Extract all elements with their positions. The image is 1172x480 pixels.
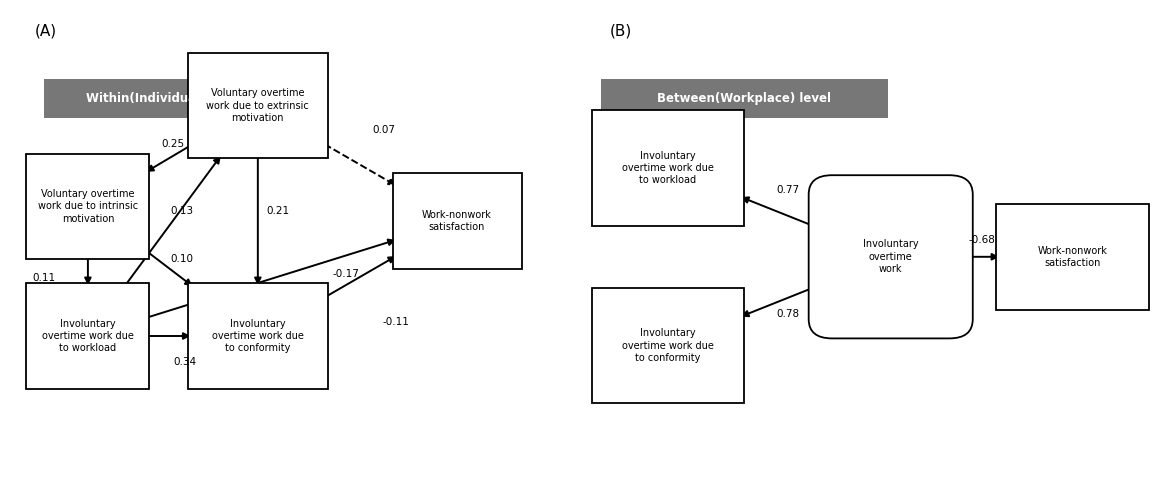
Text: Involuntary
overtime work due
to workload: Involuntary overtime work due to workloa… bbox=[42, 319, 134, 353]
Text: (B): (B) bbox=[609, 24, 632, 39]
FancyBboxPatch shape bbox=[45, 79, 285, 118]
FancyBboxPatch shape bbox=[393, 173, 522, 269]
FancyBboxPatch shape bbox=[809, 175, 973, 338]
FancyBboxPatch shape bbox=[27, 283, 149, 389]
FancyBboxPatch shape bbox=[592, 110, 744, 226]
Text: Within(Individual) level: Within(Individual) level bbox=[87, 92, 241, 105]
Text: 0.77: 0.77 bbox=[777, 185, 799, 194]
Text: 0.13: 0.13 bbox=[170, 206, 193, 216]
Text: Between(Workplace) level: Between(Workplace) level bbox=[657, 92, 831, 105]
Text: -0.11: -0.11 bbox=[382, 317, 409, 326]
FancyBboxPatch shape bbox=[996, 204, 1149, 310]
FancyBboxPatch shape bbox=[592, 288, 744, 403]
Text: Involuntary
overtime
work: Involuntary overtime work bbox=[863, 240, 919, 274]
Text: Involuntary
overtime work due
to workload: Involuntary overtime work due to workloa… bbox=[622, 151, 714, 185]
Text: -0.68: -0.68 bbox=[968, 235, 995, 245]
Text: Work-nonwork
satisfaction: Work-nonwork satisfaction bbox=[1037, 246, 1108, 268]
FancyBboxPatch shape bbox=[27, 154, 149, 259]
Text: 0.34: 0.34 bbox=[173, 358, 196, 367]
Text: 0.78: 0.78 bbox=[777, 310, 799, 319]
Text: 0.11: 0.11 bbox=[33, 274, 55, 283]
Text: 0.25: 0.25 bbox=[162, 139, 184, 149]
Text: 0.21: 0.21 bbox=[267, 206, 289, 216]
Text: Work-nonwork
satisfaction: Work-nonwork satisfaction bbox=[422, 210, 492, 232]
FancyBboxPatch shape bbox=[188, 53, 328, 158]
Text: 0.10: 0.10 bbox=[170, 254, 193, 264]
FancyBboxPatch shape bbox=[600, 79, 888, 118]
Text: Involuntary
overtime work due
to conformity: Involuntary overtime work due to conform… bbox=[622, 328, 714, 363]
Text: Voluntary overtime
work due to extrinsic
motivation: Voluntary overtime work due to extrinsic… bbox=[206, 88, 309, 123]
Text: -0.17: -0.17 bbox=[333, 269, 359, 278]
Text: Voluntary overtime
work due to intrinsic
motivation: Voluntary overtime work due to intrinsic… bbox=[38, 189, 138, 224]
Text: (A): (A) bbox=[35, 24, 57, 39]
Text: Involuntary
overtime work due
to conformity: Involuntary overtime work due to conform… bbox=[212, 319, 304, 353]
FancyBboxPatch shape bbox=[188, 283, 328, 389]
Text: 0.07: 0.07 bbox=[373, 125, 395, 134]
